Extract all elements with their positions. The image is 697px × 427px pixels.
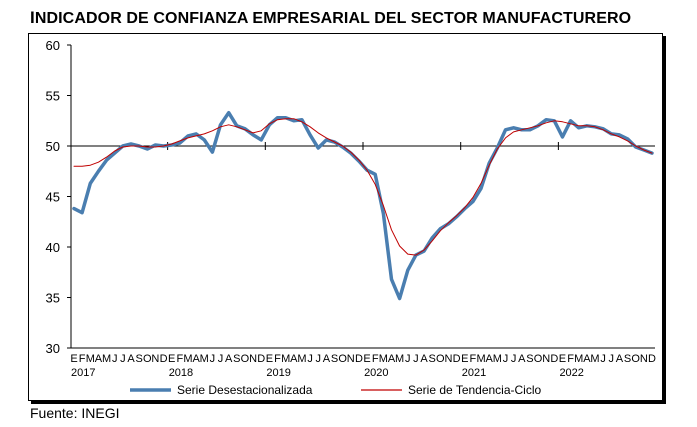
x-month-label: E <box>461 353 468 365</box>
x-month-label: D <box>160 353 168 365</box>
source-note: Fuente: INEGI <box>30 405 120 421</box>
chart-title: INDICADOR DE CONFIANZA EMPRESARIAL DEL S… <box>30 8 632 27</box>
x-month-label: A <box>420 353 428 365</box>
x-month-label: O <box>143 353 152 365</box>
x-month-label: A <box>323 353 331 365</box>
x-month-label: O <box>436 353 445 365</box>
y-tick-label: 35 <box>46 291 60 306</box>
x-month-label: J <box>218 353 224 365</box>
x-month-label: J <box>307 353 313 365</box>
x-year-label: 2021 <box>462 367 486 379</box>
x-month-label: D <box>453 353 461 365</box>
x-month-label: A <box>388 353 396 365</box>
x-year-label: 2019 <box>266 367 290 379</box>
x-month-label: M <box>200 353 209 365</box>
x-month-label: M <box>574 353 583 365</box>
x-month-label: J <box>600 353 606 365</box>
y-tick-label: 30 <box>46 341 60 356</box>
x-month-label: J <box>112 353 118 365</box>
x-month-label: M <box>395 353 404 365</box>
x-month-label: S <box>526 353 533 365</box>
x-month-label: A <box>486 353 494 365</box>
x-month-label: N <box>249 353 257 365</box>
y-tick-label: 45 <box>46 190 60 205</box>
x-month-label: A <box>192 353 200 365</box>
series-line-desestacionalizada <box>72 110 654 301</box>
x-month-label: S <box>135 353 142 365</box>
x-month-label: O <box>534 353 543 365</box>
y-tick-label: 60 <box>46 38 60 53</box>
legend-label-tendencia-ciclo: Serie de Tendencia-Ciclo <box>408 383 542 397</box>
y-tick-label: 40 <box>46 240 60 255</box>
x-month-label: A <box>290 353 298 365</box>
x-month-label: D <box>355 353 363 365</box>
x-month-label: A <box>225 353 233 365</box>
y-tick-label: 50 <box>46 139 60 154</box>
x-month-label: M <box>590 353 599 365</box>
x-month-label: J <box>511 353 517 365</box>
x-month-label: M <box>476 353 485 365</box>
x-month-label: J <box>503 353 509 365</box>
x-month-label: A <box>95 353 103 365</box>
x-year-label: 2022 <box>559 367 583 379</box>
x-month-label: S <box>429 353 436 365</box>
x-year-label: 2017 <box>71 367 95 379</box>
x-month-label: M <box>102 353 111 365</box>
x-month-label: A <box>518 353 526 365</box>
x-month-label: J <box>405 353 411 365</box>
x-month-label: M <box>86 353 95 365</box>
x-month-label: M <box>493 353 502 365</box>
x-month-label: A <box>583 353 591 365</box>
x-month-label: D <box>648 353 656 365</box>
y-tick-label: 55 <box>46 89 60 104</box>
x-month-label: O <box>631 353 640 365</box>
x-month-label: M <box>297 353 306 365</box>
x-month-label: A <box>127 353 135 365</box>
x-year-label: 2020 <box>364 367 388 379</box>
x-month-label: A <box>616 353 624 365</box>
legend-label-desestacionalizada: Serie Desestacionalizada <box>177 383 313 397</box>
x-month-label: M <box>379 353 388 365</box>
x-month-label: E <box>363 353 370 365</box>
x-month-label: J <box>609 353 615 365</box>
x-month-label: N <box>347 353 355 365</box>
x-month-label: M <box>281 353 290 365</box>
x-month-label: O <box>338 353 347 365</box>
x-month-label: F <box>176 353 183 365</box>
x-month-label: E <box>559 353 566 365</box>
x-month-label: E <box>70 353 77 365</box>
x-month-label: J <box>120 353 126 365</box>
x-month-label: S <box>233 353 240 365</box>
x-month-label: F <box>470 353 477 365</box>
x-month-label: J <box>210 353 216 365</box>
x-month-label: S <box>624 353 631 365</box>
x-month-label: N <box>151 353 159 365</box>
x-month-label: E <box>168 353 175 365</box>
x-month-label: E <box>266 353 273 365</box>
x-month-label: O <box>241 353 250 365</box>
x-month-label: M <box>183 353 192 365</box>
x-month-label: N <box>542 353 550 365</box>
x-month-label: S <box>331 353 338 365</box>
x-month-label: F <box>79 353 86 365</box>
x-month-label: N <box>640 353 648 365</box>
x-month-label: J <box>413 353 419 365</box>
x-month-label: J <box>315 353 321 365</box>
x-month-label: F <box>567 353 574 365</box>
x-year-label: 2018 <box>169 367 193 379</box>
x-month-label: F <box>372 353 379 365</box>
chart-frame <box>28 33 663 401</box>
x-month-label: D <box>550 353 558 365</box>
series-line-tendencia-ciclo <box>73 118 653 256</box>
x-month-label: D <box>257 353 265 365</box>
x-month-label: F <box>274 353 281 365</box>
x-month-label: N <box>445 353 453 365</box>
